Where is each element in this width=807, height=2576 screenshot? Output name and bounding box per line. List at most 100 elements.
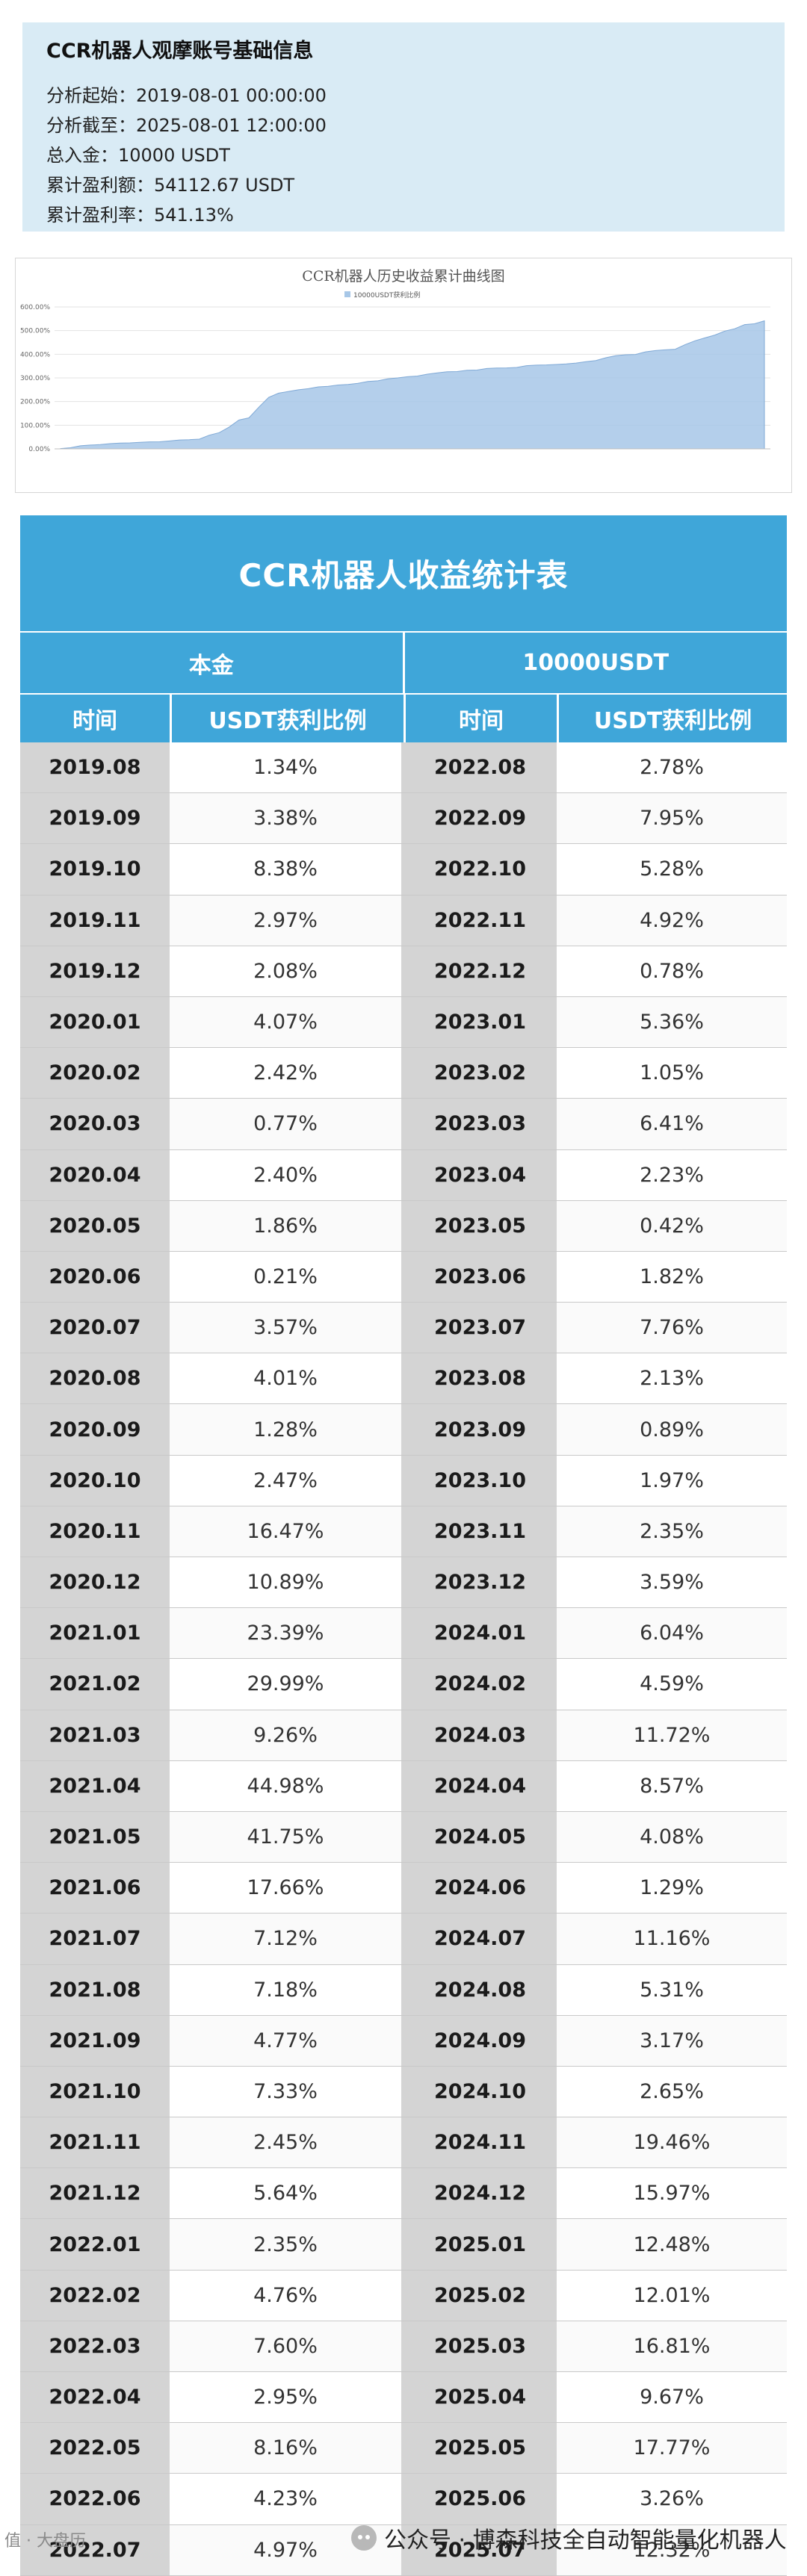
row-date-right: 2024.01 xyxy=(404,1608,557,1659)
row-date-left: 2020.01 xyxy=(20,996,170,1048)
row-ratio-left: 2.47% xyxy=(170,1455,404,1506)
row-date-left: 2021.05 xyxy=(20,1811,170,1863)
row-date-right: 2025.04 xyxy=(404,2372,557,2423)
row-ratio-left: 29.99% xyxy=(170,1659,404,1710)
row-ratio-left: 8.38% xyxy=(170,844,404,895)
info-capital: 总入金：10000 USDT xyxy=(46,145,230,166)
row-date-right: 2025.05 xyxy=(404,2423,557,2474)
row-date-right: 2024.09 xyxy=(404,2015,557,2066)
row-date-right: 2025.01 xyxy=(404,2219,557,2270)
row-ratio-left: 7.60% xyxy=(170,2321,404,2371)
col-header-ratio: USDT获利比例 xyxy=(557,693,787,742)
row-ratio-left: 7.33% xyxy=(170,2066,404,2117)
info-rate: 累计盈利率：541.13% xyxy=(46,205,234,226)
watermark-left: 值 · 大盘历 xyxy=(4,2532,86,2551)
row-ratio-right: 0.89% xyxy=(557,1404,787,1455)
table-row: 2020.06 0.21% 2023.06 1.82% xyxy=(20,1251,787,1303)
row-ratio-left: 1.86% xyxy=(170,1200,404,1251)
y-tick-label: 0.00% xyxy=(28,446,50,453)
row-ratio-right: 8.57% xyxy=(557,1760,787,1811)
row-date-right: 2024.06 xyxy=(404,1863,557,1914)
row-date-right: 2023.12 xyxy=(404,1557,557,1608)
row-ratio-left: 7.18% xyxy=(170,1964,404,2015)
row-date-left: 2019.12 xyxy=(20,946,170,996)
row-ratio-left: 2.40% xyxy=(170,1149,404,1200)
row-ratio-left: 2.08% xyxy=(170,946,404,996)
row-date-left: 2020.02 xyxy=(20,1048,170,1099)
row-date-right: 2023.07 xyxy=(404,1303,557,1353)
row-ratio-right: 1.29% xyxy=(557,1863,787,1914)
row-ratio-right: 19.46% xyxy=(557,2117,787,2168)
row-ratio-right: 2.65% xyxy=(557,2066,787,2117)
row-ratio-left: 0.77% xyxy=(170,1099,404,1149)
row-ratio-left: 2.97% xyxy=(170,895,404,946)
profit-chart-panel: CCR机器人历史收益累计曲线图 10000USDT获利比例 0.00% 100.0… xyxy=(15,258,792,493)
row-date-left: 2020.05 xyxy=(20,1200,170,1251)
info-end-time: 分析截至：2025-08-01 12:00:00 xyxy=(46,115,327,136)
table-row: 2021.02 29.99% 2024.02 4.59% xyxy=(20,1659,787,1710)
row-date-left: 2022.03 xyxy=(20,2321,170,2371)
table-row: 2021.06 17.66% 2024.06 1.29% xyxy=(20,1863,787,1914)
row-ratio-left: 4.23% xyxy=(170,2474,404,2524)
row-ratio-right: 1.05% xyxy=(557,1048,787,1099)
col-header-time: 时间 xyxy=(20,693,170,742)
row-ratio-right: 4.08% xyxy=(557,1811,787,1863)
row-ratio-right: 3.59% xyxy=(557,1557,787,1608)
row-date-right: 2022.08 xyxy=(404,742,557,793)
table-row: 2019.11 2.97% 2022.11 4.92% xyxy=(20,895,787,946)
row-date-left: 2021.07 xyxy=(20,1914,170,1964)
table-row: 2021.04 44.98% 2024.04 8.57% xyxy=(20,1760,787,1812)
col-header-time: 时间 xyxy=(404,693,557,742)
row-date-right: 2023.01 xyxy=(404,996,557,1048)
row-date-right: 2023.11 xyxy=(404,1506,557,1557)
table-row: 2021.10 7.33% 2024.10 2.65% xyxy=(20,2066,787,2118)
row-date-left: 2022.05 xyxy=(20,2423,170,2474)
table-body: 2019.08 1.34% 2022.08 2.78% 2019.09 3.38% 2022… xyxy=(20,742,787,2576)
row-date-left: 2022.01 xyxy=(20,2219,170,2270)
row-ratio-left: 3.57% xyxy=(170,1303,404,1353)
account-info-panel: CCR机器人观摩账号基础信息 分析起始：2019-08-01 00:00:00 … xyxy=(22,22,785,232)
row-ratio-right: 5.31% xyxy=(557,1964,787,2015)
info-start-time: 分析起始：2019-08-01 00:00:00 xyxy=(46,85,327,106)
profit-area-chart: CCR机器人历史收益累计曲线图 10000USDT获利比例 0.00% 100.0… xyxy=(20,268,770,453)
table-row: 2021.08 7.18% 2024.08 5.31% xyxy=(20,1964,787,2016)
row-date-left: 2021.12 xyxy=(20,2168,170,2219)
table-row: 2021.12 5.64% 2024.12 15.97% xyxy=(20,2168,787,2220)
row-ratio-right: 12.48% xyxy=(557,2219,787,2270)
row-ratio-right: 15.97% xyxy=(557,2168,787,2219)
wechat-icon xyxy=(351,2525,377,2551)
row-date-right: 2022.10 xyxy=(404,844,557,895)
table-row: 2021.07 7.12% 2024.07 11.16% xyxy=(20,1914,787,1965)
row-ratio-left: 1.34% xyxy=(170,742,404,793)
table-row: 2020.11 16.47% 2023.11 2.35% xyxy=(20,1506,787,1557)
row-date-right: 2024.12 xyxy=(404,2168,557,2219)
row-ratio-right: 7.95% xyxy=(557,793,787,844)
table-row: 2020.01 4.07% 2023.01 5.36% xyxy=(20,996,787,1049)
row-ratio-right: 9.67% xyxy=(557,2372,787,2423)
row-ratio-left: 16.47% xyxy=(170,1506,404,1557)
row-date-left: 2021.01 xyxy=(20,1608,170,1659)
footer-watermark: 值 · 大盘历 公众号 · 博森科技全自动智能量化机器人 xyxy=(0,2517,807,2556)
row-ratio-right: 5.36% xyxy=(557,996,787,1048)
table-row: 2020.07 3.57% 2023.07 7.76% xyxy=(20,1303,787,1354)
y-tick-label: 300.00% xyxy=(20,375,50,382)
row-date-left: 2020.12 xyxy=(20,1557,170,1608)
principal-value: 10000USDT xyxy=(402,631,787,693)
row-ratio-right: 6.04% xyxy=(557,1608,787,1659)
table-row: 2021.05 41.75% 2024.05 4.08% xyxy=(20,1811,787,1863)
row-ratio-left: 2.35% xyxy=(170,2219,404,2270)
row-ratio-left: 2.42% xyxy=(170,1048,404,1099)
row-ratio-right: 16.81% xyxy=(557,2321,787,2371)
row-date-right: 2022.09 xyxy=(404,793,557,844)
row-ratio-left: 7.12% xyxy=(170,1914,404,1964)
row-ratio-right: 4.59% xyxy=(557,1659,787,1710)
row-ratio-left: 44.98% xyxy=(170,1760,404,1811)
row-ratio-right: 1.82% xyxy=(557,1251,787,1303)
col-header-ratio: USDT获利比例 xyxy=(170,693,404,742)
row-date-right: 2023.08 xyxy=(404,1353,557,1404)
row-date-left: 2021.04 xyxy=(20,1760,170,1811)
row-date-left: 2020.06 xyxy=(20,1251,170,1303)
table-row: 2019.12 2.08% 2022.12 0.78% xyxy=(20,946,787,997)
row-date-right: 2023.03 xyxy=(404,1099,557,1149)
row-ratio-right: 4.92% xyxy=(557,895,787,946)
